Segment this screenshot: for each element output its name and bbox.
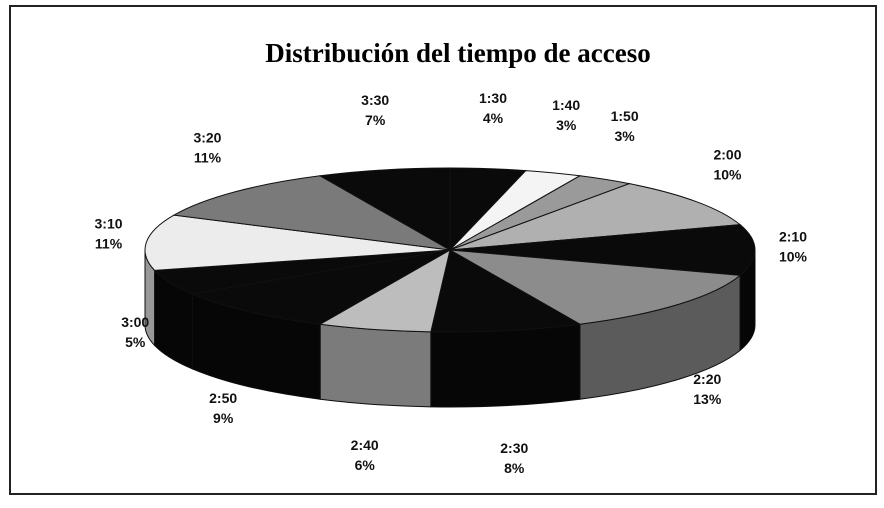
slice-value-label: 6% [355, 457, 376, 473]
slice [449, 224, 756, 276]
slice-side-shade [154, 270, 193, 369]
slice-label: 3:00 [121, 314, 149, 330]
slice-label: 1:30 [479, 90, 507, 106]
slice-side-shade [740, 250, 755, 351]
slice-side-shade [430, 324, 580, 408]
slice-side-shade [192, 293, 321, 400]
slice-side-shade [145, 250, 155, 346]
slice [144, 214, 451, 271]
slice [172, 175, 451, 251]
slice [190, 249, 451, 325]
slice [318, 167, 451, 251]
slice-side-shade [320, 324, 431, 407]
slice-side-shade [579, 275, 741, 400]
slice-value-label: 11% [95, 236, 123, 252]
slice-value-label: 10% [713, 166, 742, 182]
slice-value-label: 5% [125, 334, 146, 350]
slice-value-label: 10% [779, 249, 808, 265]
slice-label: 1:40 [552, 97, 580, 113]
slice-value-label: 7% [365, 112, 386, 128]
slice-value-label: 4% [483, 110, 504, 126]
chart-title: Distribución del tiempo de acceso [265, 38, 650, 68]
slice-label: 2:50 [209, 390, 237, 406]
slice [430, 249, 582, 333]
slice-value-label: 9% [213, 410, 234, 426]
slice-label: 2:00 [713, 146, 741, 162]
slice-value-label: 8% [504, 460, 525, 476]
slice-label: 1:50 [611, 108, 639, 124]
slice-label: 2:40 [351, 437, 379, 453]
slice-value-label: 3% [614, 128, 635, 144]
slice-label: 2:30 [500, 440, 528, 456]
slice-value-label: 13% [693, 391, 722, 407]
slice-value-label: 3% [556, 117, 577, 133]
slice-label: 2:20 [693, 371, 721, 387]
slice [449, 249, 742, 325]
slice [449, 183, 742, 251]
slice-label: 2:10 [779, 229, 807, 245]
slice-label: 3:20 [193, 130, 221, 146]
slice-value-label: 11% [194, 150, 222, 166]
slice-label: 3:10 [95, 216, 123, 232]
slice-label: 3:30 [361, 92, 389, 108]
